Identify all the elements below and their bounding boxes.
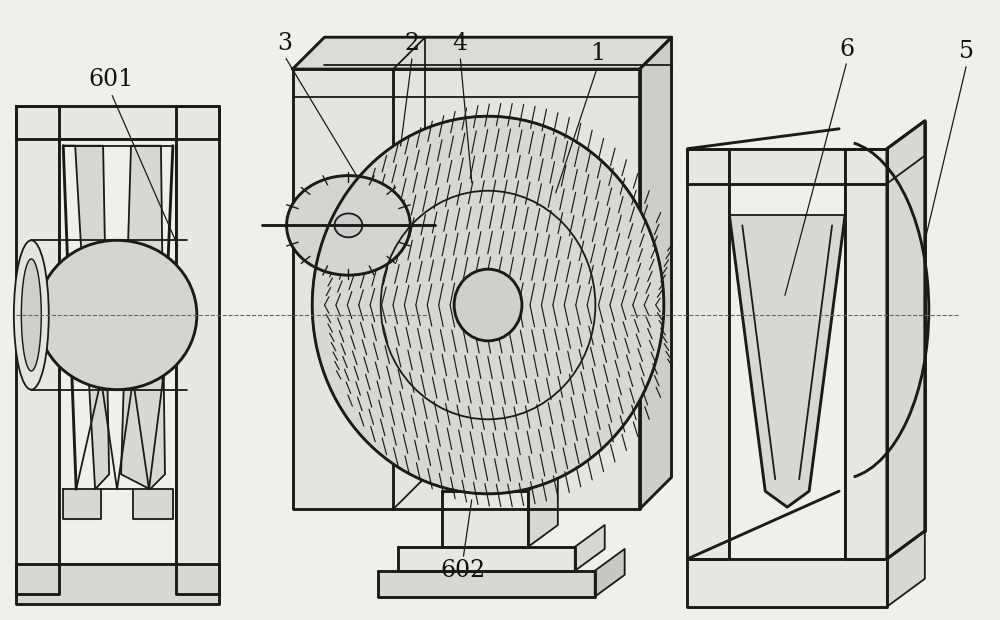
Polygon shape	[518, 283, 588, 327]
Polygon shape	[293, 37, 672, 69]
Polygon shape	[845, 149, 887, 559]
Polygon shape	[887, 121, 925, 559]
Text: 602: 602	[440, 559, 486, 582]
Polygon shape	[887, 531, 925, 606]
Polygon shape	[378, 571, 595, 596]
Polygon shape	[887, 121, 925, 184]
Polygon shape	[729, 215, 845, 507]
Polygon shape	[687, 559, 887, 606]
Polygon shape	[133, 489, 173, 519]
Text: 3: 3	[277, 32, 292, 55]
Polygon shape	[595, 549, 625, 596]
Text: 5: 5	[959, 40, 974, 63]
Polygon shape	[575, 525, 605, 571]
Polygon shape	[121, 146, 165, 489]
Ellipse shape	[37, 241, 197, 389]
Ellipse shape	[21, 259, 41, 371]
Polygon shape	[398, 547, 575, 571]
Polygon shape	[16, 564, 219, 604]
Polygon shape	[293, 69, 640, 509]
Ellipse shape	[14, 241, 49, 389]
Text: 2: 2	[405, 32, 420, 55]
Text: 4: 4	[453, 32, 468, 55]
Polygon shape	[16, 106, 59, 594]
Ellipse shape	[287, 175, 410, 275]
Text: 601: 601	[88, 68, 134, 91]
Text: 1: 1	[590, 42, 605, 64]
Polygon shape	[442, 491, 528, 547]
Polygon shape	[63, 489, 101, 519]
Ellipse shape	[454, 269, 522, 341]
Polygon shape	[687, 149, 887, 184]
Polygon shape	[528, 469, 558, 547]
Polygon shape	[63, 146, 109, 489]
Polygon shape	[176, 106, 219, 594]
Ellipse shape	[312, 116, 664, 494]
Polygon shape	[687, 149, 729, 559]
Polygon shape	[640, 37, 672, 509]
Ellipse shape	[334, 213, 362, 237]
Polygon shape	[16, 106, 219, 139]
Text: 6: 6	[839, 38, 855, 61]
